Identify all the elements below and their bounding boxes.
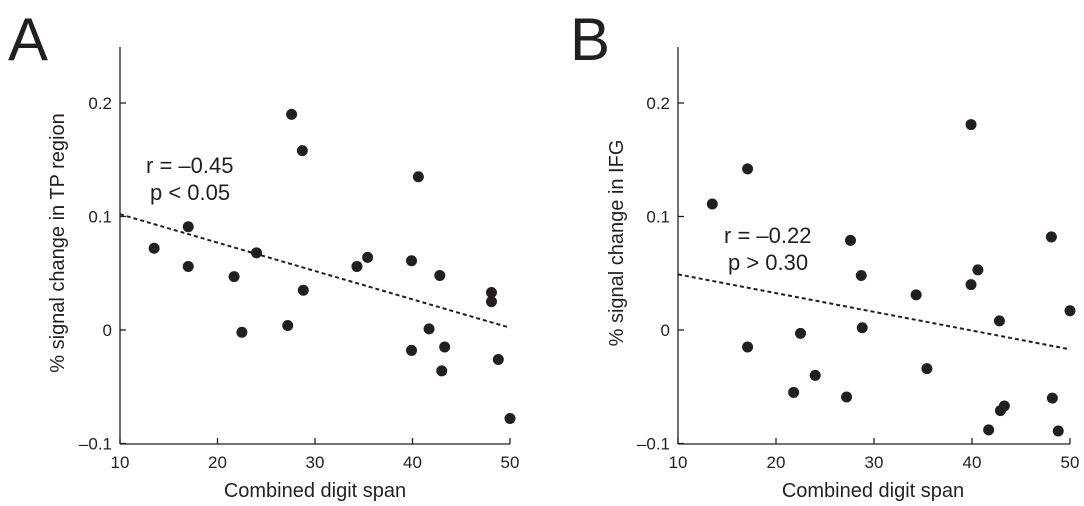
y-axis-label: % signal change in TP region (47, 113, 69, 372)
data-point (788, 386, 800, 398)
x-tick-label: 50 (1061, 453, 1080, 472)
x-tick-label: 20 (208, 453, 227, 472)
data-point (841, 391, 853, 403)
y-axis-label: % signal change in IFG (606, 140, 628, 347)
regression-line (119, 213, 511, 329)
x-tick-label: 50 (501, 453, 520, 472)
data-point (965, 119, 977, 131)
data-point (809, 369, 821, 381)
data-point (742, 341, 754, 353)
data-point (362, 251, 374, 263)
y-tick-label: 0.1 (88, 208, 112, 227)
data-point (297, 284, 309, 296)
data-point (706, 198, 718, 210)
data-point (228, 271, 240, 283)
data-point (485, 287, 497, 299)
annotation-p: p < 0.05 (150, 180, 230, 205)
data-points (706, 119, 1076, 437)
x-tick-label: 20 (767, 453, 786, 472)
data-point (742, 163, 754, 175)
data-point (855, 270, 867, 282)
y-tick-label: 0 (103, 321, 112, 340)
annotation-r: r = –0.45 (146, 153, 233, 178)
y-ticks: 0.2 0.1 0 –0.1 (79, 94, 126, 454)
data-point (504, 413, 516, 425)
panel-label: B (570, 6, 610, 73)
panel-a: A % signal change in TP region Combined … (8, 6, 519, 502)
y-tick-label: –0.1 (79, 435, 112, 454)
data-point (492, 354, 504, 366)
data-point (286, 108, 298, 120)
data-point (436, 365, 448, 377)
data-point (251, 247, 262, 259)
y-tick-label: 0.2 (88, 94, 112, 113)
data-point (434, 270, 446, 282)
data-point (921, 363, 933, 375)
x-ticks: 10 20 30 40 50 (111, 438, 520, 472)
data-point (148, 242, 160, 254)
annotation-p: p > 0.30 (728, 250, 808, 275)
y-ticks: 0.2 0.1 0 –0.1 (637, 94, 684, 454)
x-tick-label: 30 (865, 453, 884, 472)
data-point (182, 260, 194, 272)
data-point (998, 400, 1010, 412)
regression-line (677, 273, 1071, 351)
y-tick-label: 0.2 (646, 94, 670, 113)
data-point (1064, 305, 1076, 317)
data-point (1046, 392, 1058, 404)
x-tick-label: 40 (403, 453, 422, 472)
data-point (406, 344, 418, 356)
data-point (182, 221, 194, 233)
x-tick-label: 30 (306, 453, 325, 472)
data-point (296, 145, 308, 157)
data-point (351, 260, 363, 272)
x-ticks: 10 20 30 40 50 (669, 438, 1080, 472)
x-tick-label: 10 (669, 453, 688, 472)
x-axis-label: Combined digit span (224, 480, 406, 502)
data-point (993, 315, 1005, 327)
y-tick-label: –0.1 (637, 435, 670, 454)
data-point (236, 326, 248, 338)
data-point (856, 322, 868, 334)
data-points (148, 108, 516, 425)
annotation-r: r = –0.22 (724, 223, 811, 248)
data-point (423, 323, 435, 335)
data-point (965, 279, 977, 291)
data-point (1052, 425, 1064, 437)
data-point (983, 424, 995, 436)
data-point (439, 341, 451, 353)
data-point (412, 171, 424, 183)
data-point (910, 289, 922, 301)
panel-label: A (8, 6, 48, 73)
panel-b: B % signal change in IFG Combined digit … (570, 6, 1079, 502)
data-point (485, 296, 497, 308)
x-tick-label: 10 (111, 453, 130, 472)
data-point (406, 255, 418, 267)
x-axis-label: Combined digit span (782, 480, 964, 502)
y-tick-label: 0.1 (646, 208, 670, 227)
data-point (972, 264, 984, 276)
data-point (282, 319, 294, 331)
data-point (1045, 231, 1057, 243)
data-point (844, 234, 856, 246)
x-tick-label: 40 (963, 453, 982, 472)
y-tick-label: 0 (661, 321, 670, 340)
data-point (795, 327, 806, 339)
